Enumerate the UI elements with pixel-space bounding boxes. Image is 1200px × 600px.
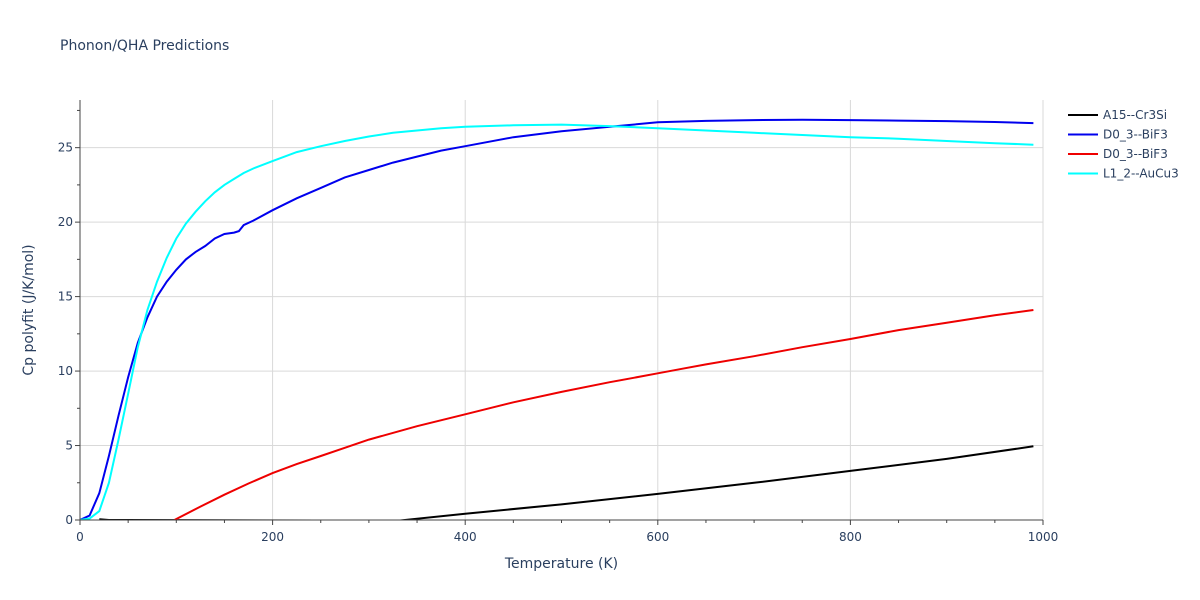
legend[interactable]: A15--Cr3Si D0_3--BiF3 D0_3--BiF3 L1_2--AuCu… xyxy=(1068,108,1179,181)
x-tick-label: 800 xyxy=(839,530,862,544)
legend-item-2[interactable]: D0_3--BiF3 xyxy=(1068,147,1168,161)
plot-area xyxy=(80,118,1034,520)
x-axis-title: Temperature (K) xyxy=(504,556,618,572)
x-tick-label: 0 xyxy=(76,530,84,544)
y-tick-label: 25 xyxy=(58,141,73,155)
y-axis-title: Cp polyfit (J/K/mol) xyxy=(21,244,37,375)
x-tick-label: 400 xyxy=(454,530,477,544)
x-tick-label: 600 xyxy=(646,530,669,544)
series-line-0[interactable] xyxy=(99,445,1034,520)
chart-title: Phonon/QHA Predictions xyxy=(60,38,229,54)
y-tick-label: 5 xyxy=(65,439,73,453)
series-line-3[interactable] xyxy=(80,123,1034,520)
axes: 0 200 400 600 800 1000 0 5 10 15 20 25 xyxy=(58,100,1059,544)
y-tick-label: 10 xyxy=(58,364,73,378)
y-tick-label: 15 xyxy=(58,290,73,304)
series-line-2[interactable] xyxy=(173,309,1034,520)
series-line-1[interactable] xyxy=(80,118,1034,520)
legend-item-0[interactable]: A15--Cr3Si xyxy=(1068,108,1167,122)
x-tick-label: 1000 xyxy=(1028,530,1059,544)
legend-item-1[interactable]: D0_3--BiF3 xyxy=(1068,128,1168,142)
legend-label: L1_2--AuCu3 xyxy=(1103,167,1179,181)
y-tick-label: 0 xyxy=(65,513,73,527)
legend-label: D0_3--BiF3 xyxy=(1103,147,1168,161)
y-tick-label: 20 xyxy=(58,215,73,229)
legend-item-3[interactable]: L1_2--AuCu3 xyxy=(1068,167,1179,181)
x-tick-label: 200 xyxy=(261,530,284,544)
legend-label: D0_3--BiF3 xyxy=(1103,128,1168,142)
grid xyxy=(80,100,1044,520)
legend-label: A15--Cr3Si xyxy=(1103,108,1167,122)
